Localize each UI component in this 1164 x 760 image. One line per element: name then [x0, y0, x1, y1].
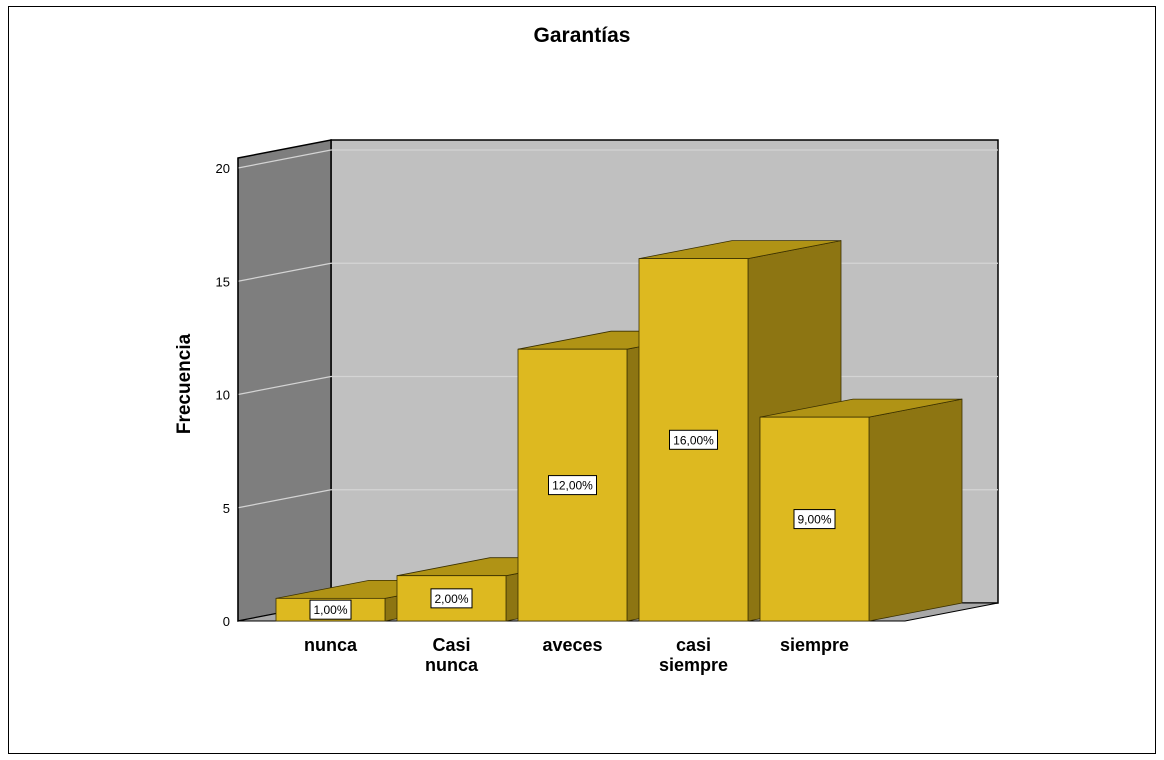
data-label: 16,00% — [673, 433, 714, 447]
bar-side — [868, 398, 963, 622]
x-tick-label: casi — [676, 635, 711, 655]
y-tick-label: 0 — [223, 614, 230, 629]
y-tick-label: 15 — [216, 274, 230, 289]
y-tick-label: 5 — [223, 501, 230, 516]
x-tick-label: nunca — [304, 635, 358, 655]
y-tick-label: 10 — [216, 388, 230, 403]
x-tick-label: siempre — [659, 655, 728, 675]
data-label-box — [669, 429, 718, 450]
data-label: 1,00% — [313, 603, 347, 617]
x-tick-label: aveces — [542, 635, 602, 655]
data-label-box — [793, 509, 836, 530]
x-tick-label: Casi — [432, 635, 470, 655]
data-label-box — [309, 599, 352, 620]
data-label: 9,00% — [797, 513, 831, 527]
side-wall — [237, 139, 332, 622]
x-tick-label: nunca — [425, 655, 479, 675]
gridline — [237, 149, 998, 169]
data-label: 2,00% — [434, 592, 468, 606]
data-label-box — [430, 588, 473, 609]
data-label: 12,00% — [552, 479, 593, 493]
x-tick-label: siempre — [780, 635, 849, 655]
y-axis-label: Frecuencia — [174, 333, 195, 434]
chart-title: Garantías — [533, 24, 631, 47]
y-tick-label: 20 — [216, 161, 230, 176]
data-label-box — [548, 475, 597, 496]
